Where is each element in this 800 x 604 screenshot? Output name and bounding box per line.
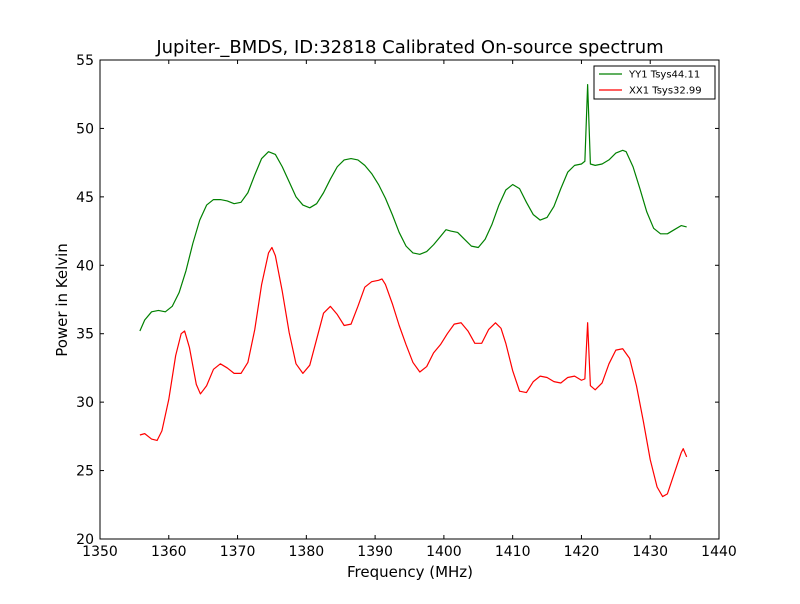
chart-title: Jupiter-_BMDS, ID:32818 Calibrated On-so… [155,37,663,58]
legend-box [593,65,716,100]
x-tick-label: 1360 [151,544,187,560]
x-tick-label: 1350 [82,544,118,560]
legend-label: YY1 Tsys44.11 [628,70,700,81]
x-axis-label: Frequency (MHz) [347,563,473,581]
x-tick-label: 1410 [495,544,531,560]
x-tick-label: 1380 [289,544,325,560]
series-line-xx1 [139,246,688,498]
legend: YY1 Tsys44.11 XX1 Tsys32.99 [593,65,716,100]
series-line-yy1 [139,84,687,332]
y-axis-label: Power in Kelvin [53,243,71,357]
x-tick-label: 1370 [220,544,256,560]
y-tick-label: 40 [76,258,94,274]
y-tick-label: 50 [76,121,94,137]
y-tick-label: 55 [76,53,94,69]
y-tick-label: 25 [76,464,94,480]
plot-area: 1350 1360 1370 1380 1390 1400 1410 1420 1430 1440… [76,53,737,560]
x-tick-label: 1430 [632,544,668,560]
y-tick-label: 45 [76,190,94,206]
x-tick-label: 1390 [357,544,393,560]
axes-frame [99,59,720,540]
legend-label: XX1 Tsys32.99 [629,86,702,97]
y-tick-label: 20 [76,532,94,548]
x-tick-label: 1420 [564,544,600,560]
y-tick-label: 35 [76,327,94,343]
x-tick-label: 1400 [426,544,462,560]
x-tick-label: 1440 [701,544,737,560]
y-tick-label: 30 [76,395,94,411]
